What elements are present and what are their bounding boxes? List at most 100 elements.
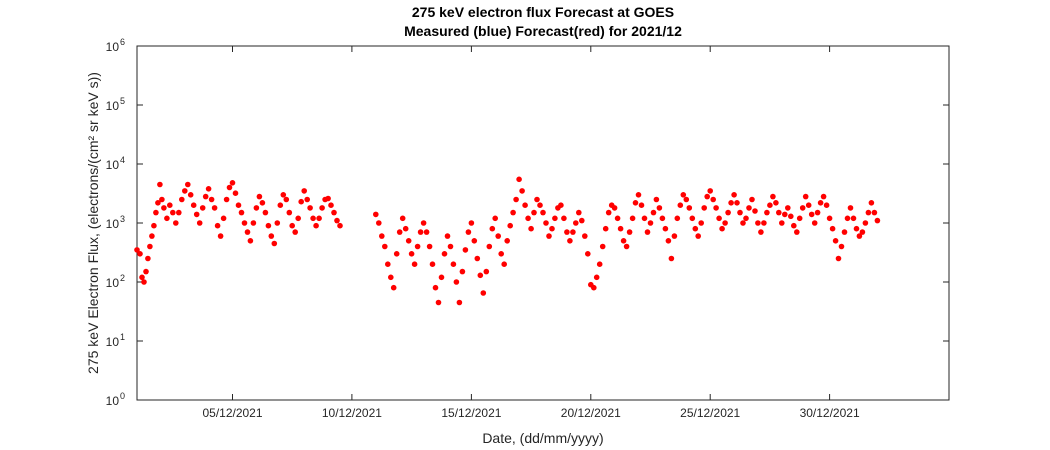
data-point [668,255,675,262]
data-point [220,215,227,222]
data-point [805,202,812,208]
data-point [441,251,448,257]
x-tick-label: 10/12/2021 [322,406,382,420]
data-point [193,211,200,218]
data-point [659,215,666,222]
data-point [841,229,848,235]
data-point [238,209,245,216]
data-point [814,209,821,216]
data-point [650,209,657,216]
data-point [486,243,493,250]
data-point [770,193,776,200]
data-point [153,209,159,216]
data-point [692,225,699,232]
data-point [519,188,525,194]
data-point [865,209,872,216]
data-point [704,193,710,200]
data-point [480,290,487,296]
data-point [638,202,645,208]
data-point [208,196,215,203]
data-point [143,268,149,275]
data-point [334,217,340,224]
data-point [832,238,839,244]
data-point [301,188,308,194]
data-point [465,229,472,235]
data-point [564,229,570,235]
data-point [629,215,636,222]
y-tick-base: 10 [106,158,120,172]
data-point [337,222,343,229]
data-point [602,225,609,232]
data-point [662,225,669,232]
data-point [241,220,248,226]
data-point [179,196,185,203]
data-point [459,268,466,275]
data-point [411,261,418,268]
data-point [552,215,558,222]
data-point [147,243,153,250]
data-point [173,220,179,226]
data-point [390,284,397,291]
data-point [674,215,681,222]
data-point [167,202,173,208]
data-point [226,184,233,191]
data-points [134,176,881,306]
data-point [853,225,860,232]
data-point [767,202,773,208]
data-point [743,215,749,222]
data-point [859,229,866,235]
data-point [274,220,281,226]
data-point [534,196,540,203]
data-point [641,215,648,222]
data-point [271,240,278,247]
data-point [393,251,400,257]
y-tick-exponent: 2 [120,273,125,283]
data-point [591,284,597,291]
data-point [856,233,863,239]
chart-subtitle: Measured (blue) Forecast(red) for 2021/1… [404,23,682,39]
data-point [719,225,725,232]
data-point [782,211,788,218]
data-point [199,205,206,211]
data-point [516,176,522,183]
data-point [420,220,427,226]
data-point [376,220,382,226]
data-point [686,205,693,211]
data-point [808,211,815,218]
x-axis-label: Date, (dd/mm/yyyy) [482,430,603,446]
data-point [304,196,311,203]
data-point [513,196,519,203]
data-point [791,222,797,229]
data-point [605,209,612,216]
data-point [537,202,543,208]
data-point [752,208,758,214]
data-point [737,209,743,216]
data-point [280,192,287,198]
data-point [811,220,818,226]
y-axis-label: 275 keV Electron Flux, (electrons/(cm² s… [85,72,101,374]
data-point [408,251,415,257]
data-point [549,225,555,232]
data-point [829,225,836,232]
data-point [776,209,782,216]
x-tick-label: 15/12/2021 [441,406,501,420]
data-point [716,215,722,222]
data-point [253,205,260,211]
data-point [399,215,406,222]
y-tick-exponent: 4 [120,155,125,165]
data-point [385,261,391,268]
data-point [423,229,430,235]
y-tick-base: 10 [106,276,120,290]
data-point [874,217,881,224]
data-point [492,215,499,222]
data-point [155,200,161,206]
data-point [495,233,502,239]
data-point [779,220,785,226]
data-point [477,272,484,279]
data-point [388,274,394,281]
data-point [182,188,188,194]
data-point [749,196,755,203]
data-point [558,202,564,208]
data-point [614,215,621,222]
